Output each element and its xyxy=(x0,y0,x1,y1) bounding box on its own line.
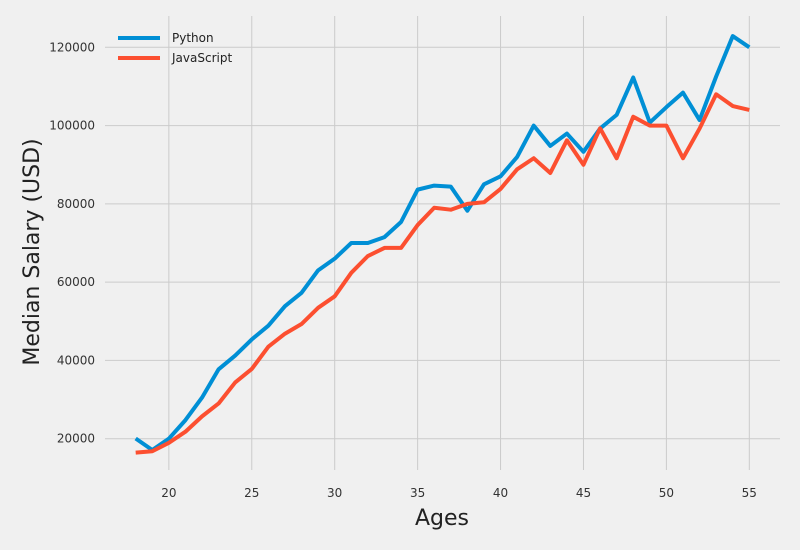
x-axis-label: Ages xyxy=(415,506,469,531)
legend: Python JavaScript xyxy=(118,31,232,65)
x-tick-label: 30 xyxy=(327,486,342,500)
y-tick-label: 20000 xyxy=(57,432,95,446)
y-tick-label: 40000 xyxy=(57,353,95,367)
x-tick-label: 20 xyxy=(161,486,176,500)
y-tick-label: 60000 xyxy=(57,275,95,289)
y-tick-label: 80000 xyxy=(57,197,95,211)
x-tick-label: 45 xyxy=(576,486,591,500)
legend-label-python: Python xyxy=(172,31,214,45)
x-tick-label: 55 xyxy=(742,486,757,500)
x-tick-label: 25 xyxy=(244,486,259,500)
y-tick-label: 100000 xyxy=(49,119,95,133)
x-tick-label: 35 xyxy=(410,486,425,500)
x-tick-label: 40 xyxy=(493,486,508,500)
series-line-python xyxy=(134,34,751,453)
y-axis-label: Median Salary (USD) xyxy=(20,138,45,365)
series-line-javascript xyxy=(135,92,750,455)
series-group xyxy=(134,34,751,455)
x-tick-label: 50 xyxy=(659,486,674,500)
legend-label-javascript: JavaScript xyxy=(171,51,232,65)
y-tick-label: 120000 xyxy=(49,40,95,54)
tick-labels: 20 25 30 35 40 45 50 55 20000 40000 60000 80000 1000… xyxy=(49,40,757,500)
